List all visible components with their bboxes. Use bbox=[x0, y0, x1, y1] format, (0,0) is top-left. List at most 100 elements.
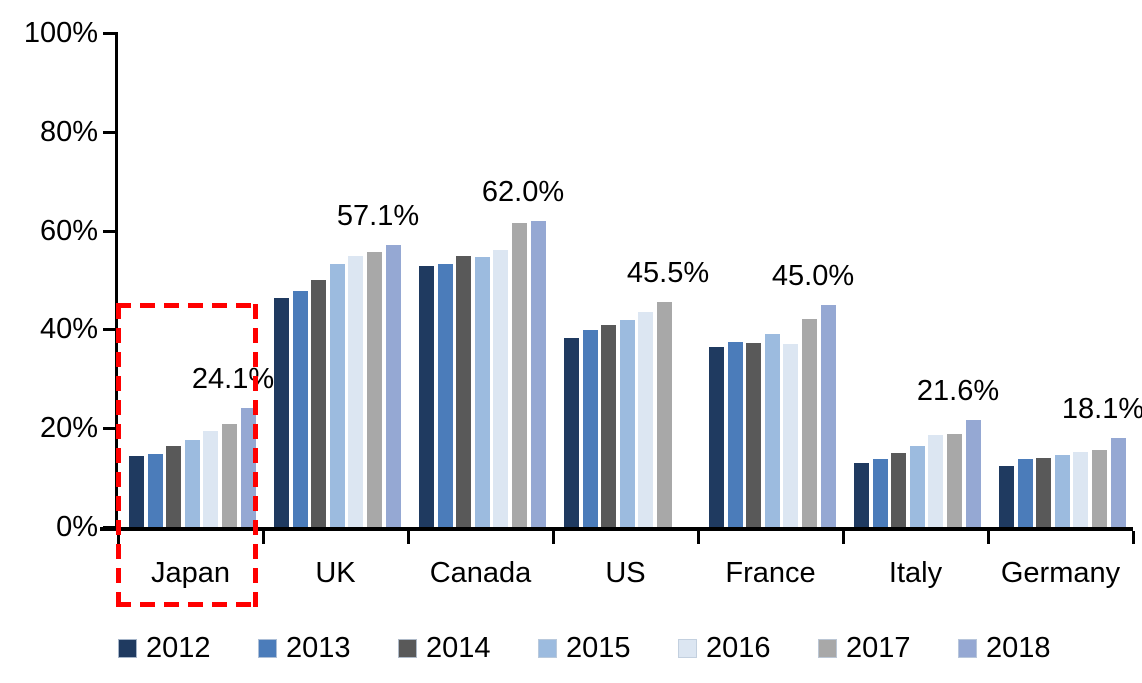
category-label-germany: Germany bbox=[1000, 557, 1121, 589]
y-axis-tick-label: 60% bbox=[39, 214, 98, 247]
bar-japan-2014 bbox=[166, 445, 182, 527]
legend-swatch-2015 bbox=[538, 638, 557, 658]
bar-italy-2018 bbox=[965, 420, 981, 527]
bar-canada-2012 bbox=[419, 265, 434, 527]
bar-germany-2014 bbox=[1036, 457, 1052, 527]
x-axis-tick-mark bbox=[697, 531, 700, 544]
highlight-box-bottom bbox=[116, 602, 258, 607]
bar-japan-2013 bbox=[147, 454, 163, 527]
bar-canada-2013 bbox=[437, 264, 453, 527]
value-label-canada: 62.0% bbox=[481, 175, 565, 208]
legend-item-2012: 2012 bbox=[118, 633, 211, 663]
highlight-box-left bbox=[116, 303, 121, 607]
value-label-italy: 21.6% bbox=[916, 375, 1000, 408]
legend-item-2017: 2017 bbox=[818, 633, 911, 663]
y-axis-tick-label: 80% bbox=[39, 115, 98, 148]
legend-item-2015: 2015 bbox=[538, 633, 631, 663]
bar-italy-2015 bbox=[909, 445, 925, 527]
bar-uk-2016 bbox=[348, 256, 364, 527]
bar-uk-2018 bbox=[385, 244, 401, 527]
bar-canada-2016 bbox=[493, 250, 509, 527]
y-axis-tick-mark bbox=[103, 229, 118, 233]
bar-us-2012 bbox=[564, 338, 579, 527]
bar-canada-2017 bbox=[512, 222, 527, 527]
legend-swatch-2017 bbox=[818, 638, 837, 658]
category-label-italy: Italy bbox=[888, 557, 943, 589]
bar-france-2017 bbox=[802, 318, 817, 527]
bar-france-2014 bbox=[746, 342, 762, 527]
bar-uk-2015 bbox=[329, 263, 345, 527]
legend-item-2013: 2013 bbox=[258, 633, 351, 663]
bar-germany-2016 bbox=[1073, 451, 1089, 527]
legend-label-2016: 2016 bbox=[706, 632, 771, 664]
bar-italy-2014 bbox=[891, 452, 907, 527]
value-label-france: 45.0% bbox=[771, 259, 855, 292]
bar-canada-2015 bbox=[474, 257, 490, 527]
y-axis-tick-label: 20% bbox=[39, 412, 98, 445]
bar-germany-2018 bbox=[1110, 437, 1126, 527]
bar-uk-2013 bbox=[292, 291, 308, 527]
bar-uk-2014 bbox=[311, 280, 327, 527]
x-axis-line bbox=[100, 527, 1133, 531]
legend-swatch-2013 bbox=[258, 638, 277, 658]
y-axis-tick-label: 100% bbox=[23, 17, 98, 49]
bar-italy-2016 bbox=[928, 435, 944, 527]
bar-us-2017 bbox=[657, 302, 672, 527]
legend-item-2018: 2018 bbox=[958, 633, 1051, 663]
bar-uk-2017 bbox=[367, 251, 382, 527]
bar-japan-2018 bbox=[240, 407, 256, 527]
bar-japan-2012 bbox=[129, 455, 144, 527]
x-axis-tick-mark bbox=[262, 531, 265, 544]
bar-us-2016 bbox=[638, 312, 654, 527]
bar-france-2013 bbox=[727, 342, 743, 527]
category-label-us: US bbox=[605, 557, 646, 589]
y-axis-tick-label: 0% bbox=[56, 511, 98, 543]
legend-label-2014: 2014 bbox=[426, 632, 491, 664]
x-axis-tick-mark bbox=[987, 531, 990, 544]
bar-france-2012 bbox=[709, 346, 724, 527]
legend-label-2015: 2015 bbox=[566, 632, 631, 664]
category-label-france: France bbox=[725, 557, 816, 589]
bar-canada-2014 bbox=[456, 256, 472, 527]
bar-japan-2015 bbox=[184, 439, 200, 527]
bar-italy-2012 bbox=[854, 462, 869, 527]
bar-us-2015 bbox=[619, 319, 635, 527]
bar-italy-2017 bbox=[947, 434, 962, 527]
bar-us-2014 bbox=[601, 324, 617, 527]
bar-italy-2013 bbox=[872, 458, 888, 527]
x-axis-tick-mark bbox=[1132, 531, 1135, 544]
bar-canada-2018 bbox=[530, 220, 546, 527]
bar-uk-2012 bbox=[274, 298, 289, 527]
bar-france-2015 bbox=[764, 333, 780, 527]
y-axis-tick-mark bbox=[103, 328, 118, 332]
bar-germany-2017 bbox=[1092, 450, 1107, 527]
highlight-box-top bbox=[116, 303, 258, 308]
legend-label-2017: 2017 bbox=[846, 632, 911, 664]
x-axis-tick-mark bbox=[842, 531, 845, 544]
category-label-canada: Canada bbox=[429, 557, 532, 589]
bar-germany-2015 bbox=[1054, 455, 1070, 527]
x-axis-tick-mark bbox=[552, 531, 555, 544]
y-axis-line bbox=[115, 33, 118, 531]
bar-japan-2017 bbox=[222, 424, 237, 527]
legend-swatch-2016 bbox=[678, 638, 697, 658]
legend-swatch-2018 bbox=[958, 638, 977, 658]
highlight-box-right bbox=[253, 303, 258, 607]
legend-item-2014: 2014 bbox=[398, 633, 491, 663]
legend-label-2013: 2013 bbox=[286, 632, 351, 664]
bar-france-2018 bbox=[820, 304, 836, 527]
legend-label-2012: 2012 bbox=[146, 632, 211, 664]
value-label-germany: 18.1% bbox=[1061, 392, 1142, 425]
x-axis-tick-mark bbox=[407, 531, 410, 544]
bar-france-2016 bbox=[783, 343, 799, 527]
value-label-uk: 57.1% bbox=[336, 199, 420, 232]
bar-japan-2016 bbox=[203, 430, 219, 527]
bar-germany-2012 bbox=[999, 466, 1014, 527]
value-label-us: 45.5% bbox=[626, 257, 710, 290]
bar-germany-2013 bbox=[1017, 459, 1033, 527]
legend-swatch-2012 bbox=[118, 638, 137, 658]
category-label-uk: UK bbox=[315, 557, 356, 589]
bar-us-2013 bbox=[582, 329, 598, 527]
y-axis-tick-label: 40% bbox=[39, 313, 98, 346]
